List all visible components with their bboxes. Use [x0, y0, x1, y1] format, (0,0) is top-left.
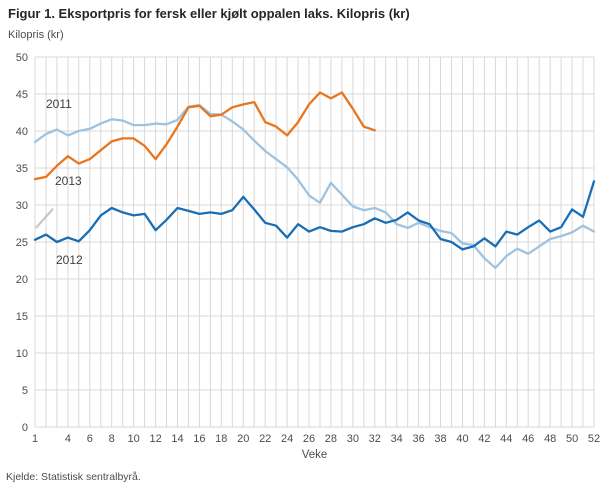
x-tick-label: 16 — [193, 433, 205, 445]
series-line-2011 — [33, 103, 596, 270]
y-tick-label: 50 — [16, 52, 28, 64]
x-tick-label: 22 — [259, 433, 271, 445]
x-tick-label: 1 — [32, 433, 38, 445]
x-tick-label: 44 — [500, 433, 512, 445]
series-label-2012: 2012 — [56, 253, 83, 267]
series-label-2013: 2013 — [55, 174, 82, 188]
y-tick-label: 15 — [16, 311, 28, 323]
x-tick-label: 6 — [87, 433, 93, 445]
x-tick-label: 36 — [412, 433, 424, 445]
x-tick-label: 46 — [522, 433, 534, 445]
source-note: Kjelde: Statistisk sentralbyrå. — [6, 471, 141, 483]
x-tick-label: 14 — [171, 433, 183, 445]
y-tick-label: 30 — [16, 200, 28, 212]
y-tick-label: 25 — [16, 237, 28, 249]
x-tick-label: 4 — [65, 433, 71, 445]
x-tick-label: 12 — [149, 433, 161, 445]
x-tick-label: 20 — [237, 433, 249, 445]
x-tick-label: 40 — [456, 433, 468, 445]
x-tick-label: 48 — [544, 433, 556, 445]
x-axis-title: Veke — [301, 449, 328, 461]
x-tick-label: 10 — [127, 433, 139, 445]
y-tick-label: 10 — [16, 348, 28, 360]
y-tick-label: 20 — [16, 274, 28, 286]
y-tick-label: 35 — [16, 163, 28, 175]
x-tick-label: 30 — [347, 433, 359, 445]
x-tick-label: 24 — [281, 433, 293, 445]
x-tick-label: 32 — [369, 433, 381, 445]
y-tick-label: 5 — [22, 385, 28, 397]
y-axis-title: Kilopris (kr) — [8, 29, 64, 41]
y-tick-label: 0 — [22, 422, 28, 434]
x-tick-label: 50 — [566, 433, 578, 445]
x-tick-label: 52 — [588, 433, 600, 445]
x-tick-label: 26 — [303, 433, 315, 445]
series-line-2013 — [33, 91, 376, 181]
series-label-2011: 2011 — [46, 97, 72, 111]
gray-line-fragment — [35, 208, 54, 229]
x-tick-label: 18 — [215, 433, 227, 445]
x-tick-label: 28 — [325, 433, 337, 445]
series-line-2012 — [33, 180, 596, 251]
y-tick-label: 40 — [16, 126, 28, 138]
x-tick-label: 38 — [434, 433, 446, 445]
x-tick-label: 34 — [391, 433, 403, 445]
figure-title: Figur 1. Eksportpris for fersk eller kjø… — [8, 6, 410, 21]
x-tick-label: 8 — [109, 433, 115, 445]
y-tick-label: 45 — [16, 89, 28, 101]
x-tick-label: 42 — [478, 433, 490, 445]
